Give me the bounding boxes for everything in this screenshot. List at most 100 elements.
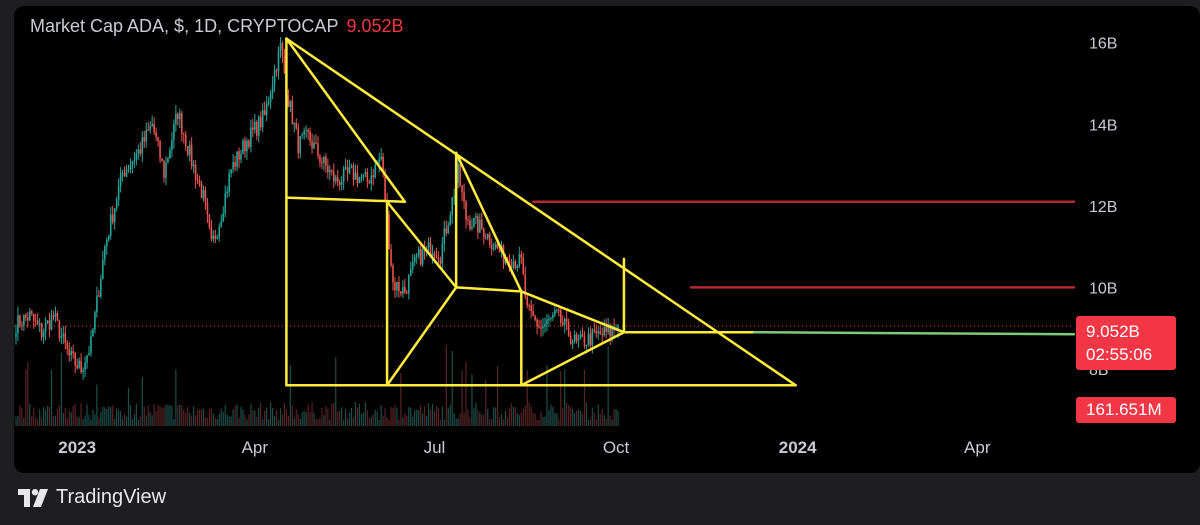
volume-bar bbox=[475, 402, 477, 426]
volume-bar bbox=[224, 404, 226, 426]
volume-bar bbox=[279, 408, 282, 426]
volume-bar bbox=[368, 418, 370, 426]
candle-body bbox=[40, 323, 43, 337]
candle-body bbox=[447, 225, 450, 234]
trendline-drawing[interactable] bbox=[520, 290, 626, 334]
candle-body bbox=[113, 208, 116, 223]
volume-bar bbox=[317, 419, 319, 426]
candle-body bbox=[50, 315, 53, 330]
volume-bar bbox=[74, 403, 76, 426]
candle-body bbox=[366, 172, 369, 182]
volume-bar bbox=[360, 413, 363, 426]
trendline-drawing[interactable] bbox=[285, 37, 407, 203]
volume-bar bbox=[273, 416, 276, 426]
volume-bar bbox=[301, 412, 303, 426]
trendline-drawing[interactable] bbox=[285, 196, 407, 203]
candle-body bbox=[544, 323, 546, 327]
candle-body bbox=[461, 185, 463, 193]
volume-bar bbox=[62, 412, 64, 426]
volume-bar bbox=[66, 418, 68, 426]
volume-bar bbox=[196, 410, 199, 426]
volume-bar bbox=[593, 412, 595, 426]
volume-bar bbox=[52, 415, 55, 426]
volume-bar bbox=[17, 415, 19, 426]
candle-body bbox=[536, 319, 538, 327]
volume-bar bbox=[575, 410, 578, 426]
candle-body bbox=[609, 325, 611, 337]
candle-body bbox=[463, 192, 465, 202]
volume-bar bbox=[481, 414, 483, 426]
volume-bar bbox=[512, 406, 515, 426]
volume-bar bbox=[240, 406, 242, 426]
volume-bar bbox=[394, 404, 396, 426]
volume-bar bbox=[270, 402, 272, 426]
volume-bar bbox=[82, 418, 84, 426]
candle-body bbox=[72, 351, 75, 354]
volume-bar bbox=[485, 379, 487, 426]
candle-body bbox=[46, 320, 49, 323]
volume-bar bbox=[275, 409, 278, 426]
candle-body bbox=[402, 287, 404, 294]
candle-body bbox=[467, 219, 469, 221]
volume-bar bbox=[443, 419, 445, 426]
volume-bar bbox=[80, 402, 82, 426]
candle-body bbox=[159, 140, 161, 159]
candle-body bbox=[325, 156, 327, 166]
volume-bar bbox=[260, 402, 262, 426]
volume-bar bbox=[508, 408, 511, 426]
volume-bar bbox=[471, 374, 473, 426]
volume-bar bbox=[210, 408, 212, 426]
volume-bar bbox=[297, 414, 299, 426]
candle-body bbox=[617, 326, 619, 330]
candle-body bbox=[230, 169, 232, 174]
candle-body bbox=[28, 311, 31, 321]
volume-bar bbox=[573, 413, 576, 426]
price-tag-value: 9.052B bbox=[1086, 322, 1140, 341]
volume-bar bbox=[58, 405, 61, 426]
candle-body bbox=[334, 177, 337, 182]
volume-bar bbox=[536, 419, 538, 426]
trendline-drawing[interactable] bbox=[285, 37, 797, 387]
trendline-drawing[interactable] bbox=[385, 200, 458, 289]
volume-bar bbox=[185, 413, 187, 426]
volume-bar bbox=[48, 406, 51, 426]
volume-bar bbox=[402, 417, 404, 426]
trendline-drawing[interactable] bbox=[385, 286, 458, 387]
volume-bar bbox=[506, 417, 509, 426]
candle-body bbox=[169, 150, 171, 159]
volume-bar bbox=[299, 418, 301, 426]
volume-bar bbox=[319, 417, 321, 426]
candle-body bbox=[86, 355, 88, 363]
volume-bar bbox=[591, 407, 593, 426]
volume-bar bbox=[234, 405, 236, 426]
volume-bar bbox=[358, 403, 361, 426]
candle-body bbox=[281, 43, 284, 57]
volume-bar bbox=[425, 415, 428, 426]
volume-bar bbox=[123, 413, 126, 426]
candle-body bbox=[167, 158, 169, 163]
candle-body bbox=[190, 144, 193, 167]
candle-body bbox=[494, 243, 497, 249]
volume-bar bbox=[526, 370, 528, 426]
trendline-drawing[interactable] bbox=[520, 330, 626, 387]
trendline-drawing[interactable] bbox=[454, 286, 523, 293]
volume-bar bbox=[356, 407, 359, 426]
candle-body bbox=[390, 249, 392, 266]
candle-body bbox=[84, 362, 86, 371]
candle-body bbox=[179, 113, 181, 120]
volume-bar bbox=[171, 405, 173, 426]
volume-bar bbox=[88, 415, 90, 426]
x-tick-label: Oct bbox=[603, 438, 630, 457]
candle-body bbox=[516, 266, 519, 268]
candle-body bbox=[413, 256, 416, 263]
candle-body bbox=[141, 137, 144, 154]
volume-bar bbox=[78, 417, 80, 426]
support-line[interactable] bbox=[752, 330, 1076, 336]
footer: TradingView bbox=[18, 486, 166, 509]
trendline-drawing[interactable] bbox=[454, 151, 523, 293]
candle-body bbox=[597, 331, 600, 334]
volume-bar bbox=[250, 403, 252, 426]
candle-body bbox=[593, 329, 596, 331]
volume-bar bbox=[374, 410, 376, 426]
